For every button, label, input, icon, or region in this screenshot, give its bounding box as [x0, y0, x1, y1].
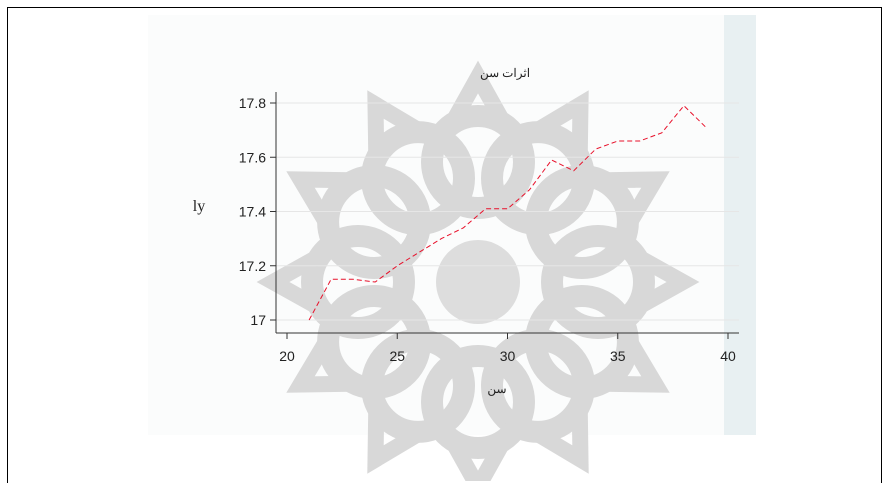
- y-tick-label: 17: [250, 312, 266, 328]
- watermark-petal: [541, 225, 655, 339]
- x-axis-title: سن: [487, 382, 506, 396]
- watermark-petal: [301, 225, 415, 339]
- watermark-spike: [438, 60, 518, 140]
- watermark-spike: [518, 90, 589, 172]
- watermark-spike: [286, 322, 368, 393]
- series-group: [308, 104, 707, 321]
- y-tick-group: 17 17.2 17.4 17.6 17.8: [239, 95, 276, 328]
- watermark-spike: [518, 392, 589, 474]
- watermark-ornament: [256, 60, 700, 481]
- watermark-spike: [286, 171, 368, 242]
- figure-frame: [7, 7, 882, 483]
- y-tick-label: 17.6: [239, 149, 266, 165]
- watermark-petal: [421, 345, 535, 459]
- watermark-spike: [438, 424, 518, 481]
- y-tick-label: 17.4: [239, 204, 266, 220]
- y-axis-title: ly: [193, 198, 205, 215]
- y-tick-label: 17.2: [239, 258, 266, 274]
- watermark-petal: [421, 105, 535, 219]
- side-band: [724, 15, 756, 435]
- watermark-spike: [588, 171, 670, 242]
- x-tick-label: 30: [500, 348, 516, 364]
- grid-lines: [276, 102, 739, 321]
- x-tick-label: 40: [720, 348, 736, 364]
- x-tick-label: 20: [279, 348, 295, 364]
- y-tick-label: 17.8: [239, 95, 266, 111]
- chart-title: اثرات سن: [480, 66, 530, 80]
- series-line: [308, 104, 707, 321]
- watermark-spike: [588, 322, 670, 393]
- watermark-spike: [256, 242, 336, 322]
- watermark-spike: [620, 242, 700, 322]
- x-tick-label: 35: [610, 348, 626, 364]
- x-tick-label: 25: [389, 348, 405, 364]
- watermark-spike: [367, 392, 438, 474]
- x-tick-group: 20 25 30 35 40: [279, 333, 736, 364]
- watermark-spike: [367, 90, 438, 172]
